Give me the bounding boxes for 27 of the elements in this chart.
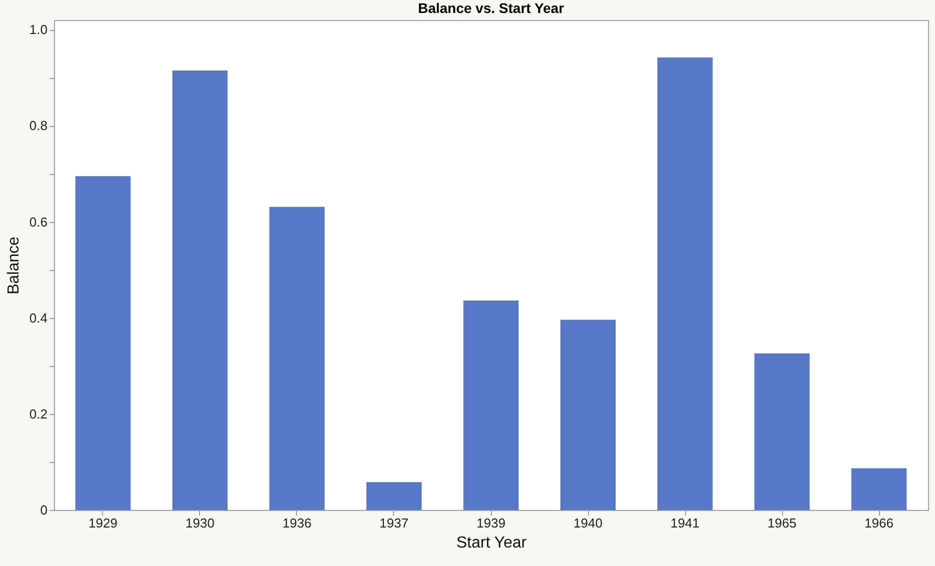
chart-title: Balance vs. Start Year — [418, 0, 565, 16]
y-tick-label: 0.8 — [29, 118, 48, 134]
x-tick-label: 1939 — [476, 516, 506, 530]
x-tick-label: 1936 — [282, 516, 312, 530]
x-tick-label: 1941 — [670, 516, 700, 530]
bar — [366, 482, 422, 510]
x-tick-label: 1930 — [186, 516, 214, 530]
bar — [851, 468, 907, 510]
y-axis-title: Balance — [5, 236, 22, 294]
x-tick-label: 1966 — [864, 516, 894, 530]
x-tick-label: 1965 — [768, 516, 796, 530]
y-tick-label: 0.4 — [29, 310, 48, 326]
bar — [657, 57, 713, 510]
x-tick-label: 1929 — [88, 516, 118, 530]
bar — [463, 300, 519, 510]
y-tick-label: 0.2 — [29, 406, 48, 422]
x-axis-title: Start Year — [456, 534, 528, 552]
bar — [75, 176, 131, 510]
y-tick-label: 0 — [40, 502, 48, 518]
bar — [560, 320, 616, 510]
bar — [172, 70, 228, 510]
y-tick-label: 0.6 — [29, 214, 48, 230]
bar — [269, 206, 325, 510]
bar — [754, 353, 810, 510]
x-tick-label: 1937 — [380, 516, 408, 530]
y-tick-label: 1.0 — [29, 22, 48, 38]
x-tick-label: 1940 — [574, 516, 602, 530]
